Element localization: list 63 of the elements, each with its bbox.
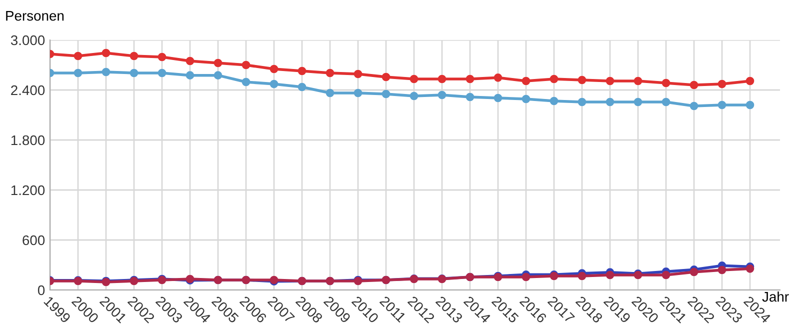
point [550, 96, 558, 106]
point [522, 272, 530, 282]
y-tick-label: 3.000 [10, 35, 45, 46]
point [466, 92, 474, 102]
point [298, 66, 306, 76]
point [186, 56, 194, 66]
point [326, 88, 334, 98]
point [130, 68, 138, 78]
point [326, 68, 334, 78]
point [718, 100, 726, 110]
point [158, 68, 166, 78]
point [438, 74, 446, 84]
point [214, 71, 222, 80]
point [74, 52, 82, 60]
point [382, 72, 390, 82]
y-tick-label: 1.200 [11, 185, 45, 196]
point [74, 68, 82, 78]
point [298, 82, 306, 92]
point [494, 94, 502, 102]
point [270, 64, 278, 74]
point [662, 78, 670, 88]
y-tick-label: 1.800 [11, 135, 45, 146]
point [242, 78, 250, 86]
point [494, 74, 502, 82]
point [354, 88, 362, 98]
y-tick-label: 600 [22, 235, 45, 246]
y-axis-title: Personen [6, 11, 64, 21]
point [690, 268, 698, 276]
point [746, 100, 754, 110]
point [746, 76, 754, 86]
point [354, 70, 362, 78]
point [270, 80, 278, 88]
point [522, 94, 530, 104]
point [634, 98, 642, 106]
point [690, 80, 698, 90]
point [662, 98, 670, 106]
point [606, 76, 614, 86]
point [438, 90, 446, 100]
point [662, 270, 670, 280]
point [606, 270, 614, 280]
point [634, 76, 642, 86]
point [102, 48, 110, 58]
point [578, 272, 586, 280]
point [690, 102, 698, 110]
point [550, 74, 558, 84]
point [382, 90, 390, 98]
point [130, 52, 138, 60]
point [214, 58, 222, 68]
y-tick-label: 0 [38, 285, 45, 296]
point [522, 76, 530, 86]
point [466, 74, 474, 84]
point [718, 266, 726, 274]
point [158, 52, 166, 62]
point [186, 71, 194, 80]
y-tick-label: 2.400 [11, 85, 45, 96]
point [606, 98, 614, 106]
point [718, 80, 726, 88]
point [242, 60, 250, 70]
point [410, 92, 418, 100]
point [410, 74, 418, 84]
point [578, 76, 586, 84]
point [102, 68, 110, 76]
point [578, 98, 586, 106]
